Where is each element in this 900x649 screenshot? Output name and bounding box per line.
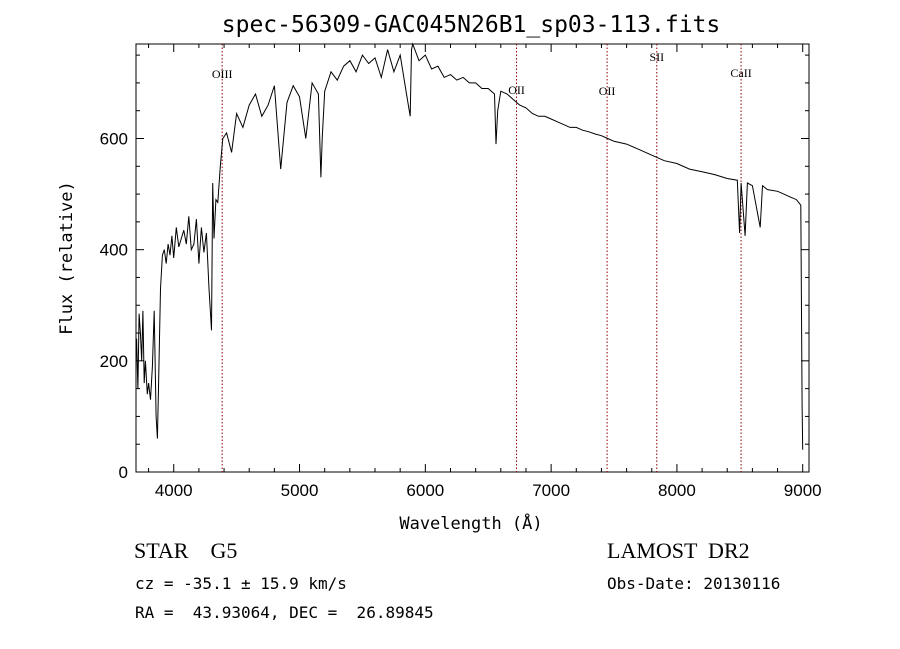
y-tick-label: 600 (100, 129, 128, 148)
x-tick-label: 7000 (532, 481, 570, 500)
chart-title: spec-56309-GAC045N26B1_sp03-113.fits (222, 12, 721, 38)
ra-dec-coordinates: RA = 43.93064, DEC = 26.89845 (135, 603, 434, 622)
spectrum-line (136, 42, 804, 450)
x-tick-label: 8000 (658, 481, 696, 500)
y-tick-label: 400 (100, 241, 128, 260)
spectral-line-label: OII (599, 84, 616, 98)
x-tick-label: 4000 (155, 481, 193, 500)
x-tick-label: 9000 (784, 481, 822, 500)
observation-date: Obs-Date: 20130116 (607, 574, 781, 593)
x-axis-label: Wavelength (Å) (399, 512, 542, 534)
y-axis-label: Flux (relative) (57, 181, 77, 335)
spectral-line-label: CaII (730, 66, 751, 80)
spectral-line-label: OIII (212, 67, 233, 81)
object-classification: STAR G5 (134, 538, 238, 563)
y-tick-label: 0 (119, 463, 128, 482)
spectrum-chart: spec-56309-GAC045N26B1_sp03-113.fits OII… (57, 12, 822, 534)
spectral-line-label: OII (508, 83, 525, 97)
plot-frame (135, 43, 810, 473)
spectral-line-label: SII (649, 50, 664, 64)
y-tick-label: 200 (100, 352, 128, 371)
survey-name: LAMOST DR2 (607, 538, 750, 563)
axis-ticks: 4000 5000 6000 7000 8000 9000 0 200 400 600 (100, 44, 822, 500)
x-tick-label: 6000 (406, 481, 444, 500)
x-tick-label: 5000 (281, 481, 319, 500)
redshift-cz: cz = -35.1 ± 15.9 km/s (135, 574, 347, 593)
spectral-line-markers: OIII OII OII SII CaII (212, 44, 752, 472)
